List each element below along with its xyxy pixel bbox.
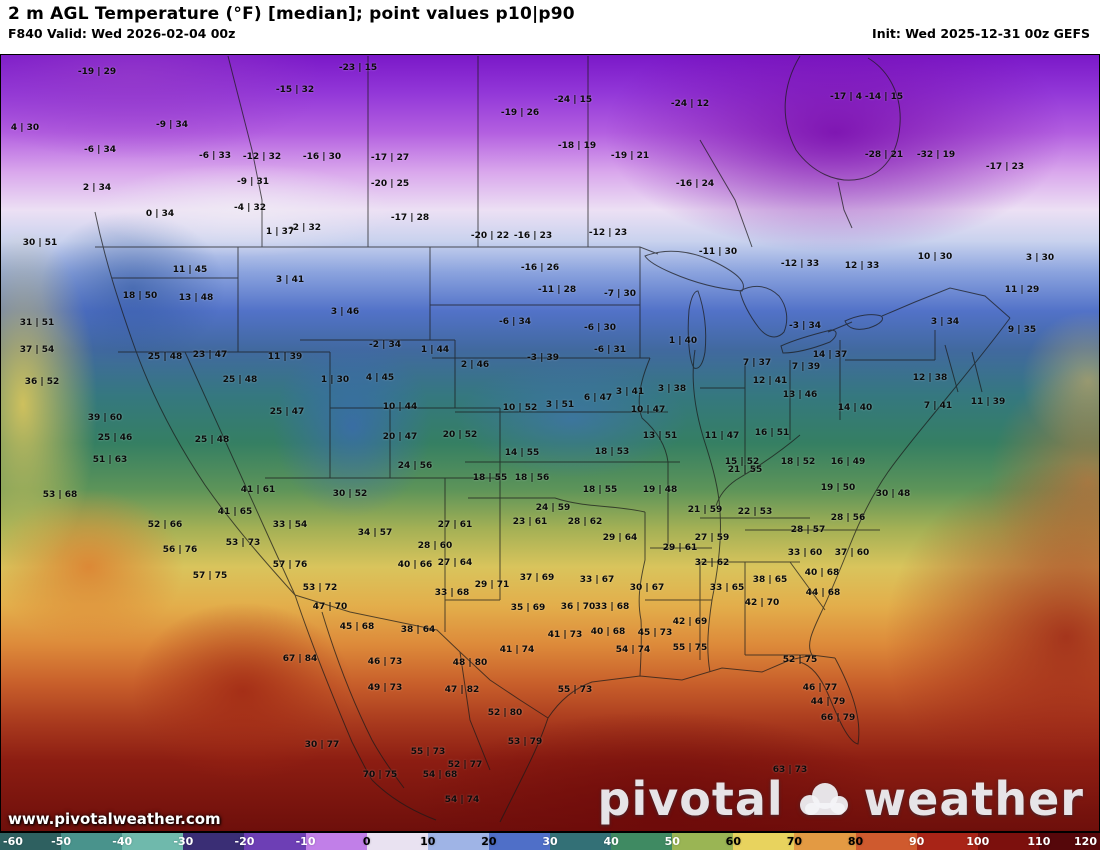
colorbar-tick: 110	[1027, 835, 1051, 848]
colorbar-tick: 40	[603, 835, 619, 848]
colorbar-ticks: -60 -50 -40 -30 -20 -10 0 10 20 30 40 50 60 70 80 90 100…	[0, 833, 1100, 850]
temperature-colorbar: -60 -50 -40 -30 -20 -10 0 10 20 30 40 50 60 70 80 90 100…	[0, 832, 1100, 850]
brand-watermark: pivotal weather	[598, 772, 1084, 826]
watermark-url: www.pivotalweather.com	[8, 810, 221, 828]
colorbar-segment	[366, 833, 428, 850]
colorbar-segment	[183, 833, 245, 850]
colorbar-tick: -60	[3, 835, 23, 848]
colorbar-segment	[488, 833, 550, 850]
colorbar-segment	[0, 833, 62, 850]
colorbar-tick: 20	[481, 835, 497, 848]
colorbar-segment	[305, 833, 367, 850]
colorbar-segment	[733, 833, 795, 850]
colorbar-tick: 0	[362, 835, 371, 848]
map-header: 2 m AGL Temperature (°F) [median]; point…	[0, 0, 1100, 54]
colorbar-tick: 50	[664, 835, 680, 848]
colorbar-segment	[977, 833, 1039, 850]
colorbar-segment	[672, 833, 734, 850]
colorbar-segment	[549, 833, 612, 850]
colorbar-segment	[1038, 833, 1100, 850]
colorbar-tick: 70	[786, 835, 803, 848]
colorbar-tick: 30	[542, 835, 558, 848]
colorbar-tick: -50	[51, 835, 72, 848]
brand-weather-text: weather	[863, 772, 1084, 826]
colorbar-tick: 120	[1074, 835, 1097, 848]
colorbar-tick: 90	[909, 835, 925, 848]
colorbar-strip	[0, 833, 1100, 850]
colorbar-segment	[122, 833, 184, 850]
colorbar-segment	[855, 833, 917, 850]
colorbar-segment	[794, 833, 856, 850]
valid-time-label: F840 Valid: Wed 2026-02-04 00z	[8, 26, 236, 41]
colorbar-tick: -20	[234, 835, 255, 848]
brand-pivotal-text: pivotal	[597, 772, 784, 826]
colorbar-segment	[427, 833, 489, 850]
colorbar-tick: 60	[725, 835, 741, 848]
colorbar-tick: 80	[847, 835, 864, 848]
colorbar-tick: -10	[295, 835, 316, 848]
colorbar-tick: 10	[420, 835, 436, 848]
cloud-logo-icon	[799, 783, 848, 815]
colorbar-segment	[244, 833, 306, 850]
colorbar-segment	[916, 833, 978, 850]
map-title: 2 m AGL Temperature (°F) [median]; point…	[8, 4, 575, 24]
colorbar-segment	[61, 833, 123, 850]
init-time-label: Init: Wed 2025-12-31 00z GEFS	[872, 26, 1090, 41]
temperature-fill-map	[0, 54, 1100, 832]
colorbar-segment	[611, 833, 673, 850]
colorbar-tick: 100	[966, 835, 990, 848]
colorbar-tick: -40	[112, 835, 133, 848]
colorbar-tick: -30	[173, 835, 194, 848]
